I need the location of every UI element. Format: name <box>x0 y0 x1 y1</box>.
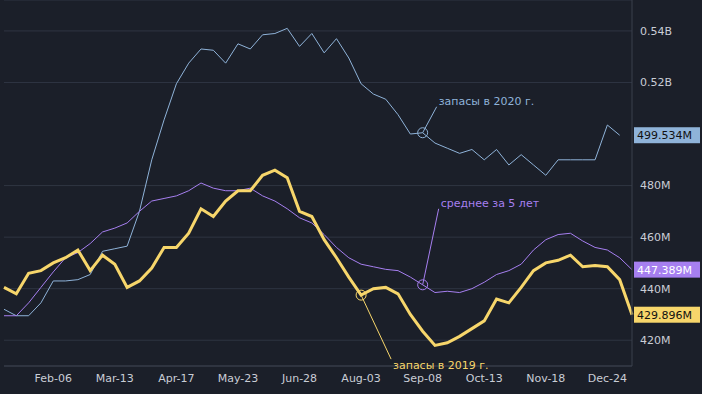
svg-text:Nov-18: Nov-18 <box>526 372 565 385</box>
svg-text:0.52B: 0.52B <box>640 76 672 89</box>
svg-text:Dec-24: Dec-24 <box>588 372 627 385</box>
svg-text:May-23: May-23 <box>218 372 259 385</box>
svg-text:Apr-17: Apr-17 <box>158 372 194 385</box>
svg-text:Jun-28: Jun-28 <box>281 372 317 385</box>
svg-text:0.54B: 0.54B <box>640 25 672 38</box>
svg-text:429.896M: 429.896M <box>637 309 692 322</box>
svg-text:460M: 460M <box>640 231 671 244</box>
svg-text:среднее за 5 лет: среднее за 5 лет <box>441 197 540 210</box>
svg-text:Mar-13: Mar-13 <box>96 372 134 385</box>
svg-text:440M: 440M <box>640 283 671 296</box>
svg-text:480M: 480M <box>640 179 671 192</box>
svg-text:Aug-03: Aug-03 <box>341 372 380 385</box>
svg-text:запасы в 2020 г.: запасы в 2020 г. <box>439 95 534 108</box>
svg-text:Feb-06: Feb-06 <box>35 372 72 385</box>
svg-text:420M: 420M <box>640 334 671 347</box>
svg-text:Sep-08: Sep-08 <box>403 372 442 385</box>
svg-text:запасы в 2019 г.: запасы в 2019 г. <box>393 359 489 372</box>
svg-text:499.534M: 499.534M <box>637 129 692 142</box>
svg-text:447.389M: 447.389M <box>637 264 692 277</box>
svg-text:Oct-13: Oct-13 <box>466 372 503 385</box>
